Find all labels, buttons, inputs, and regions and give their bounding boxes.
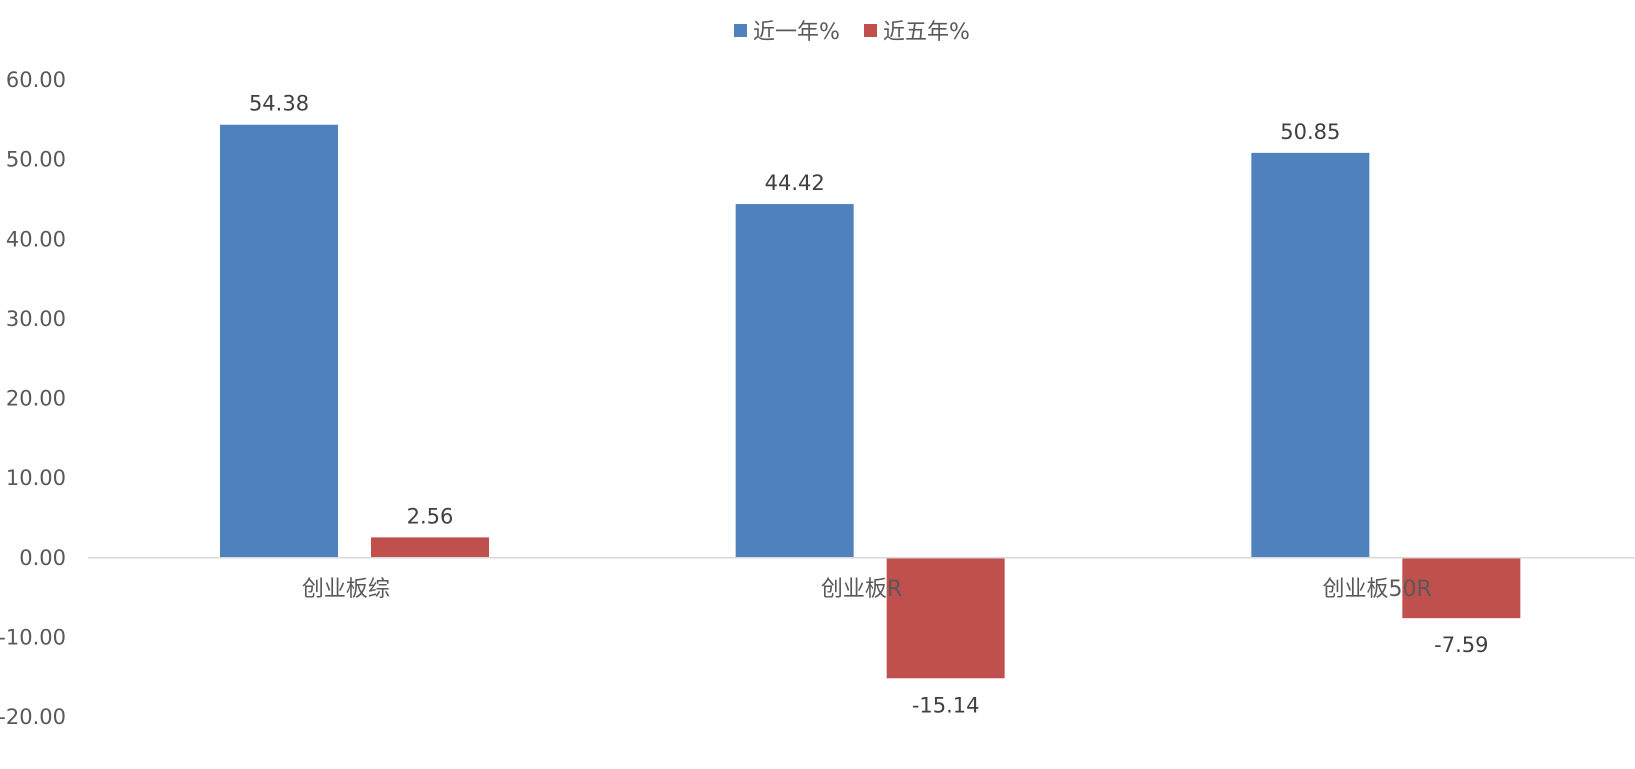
data-label: 54.38 [249, 92, 309, 116]
y-tick-label: 20.00 [6, 387, 66, 411]
data-label: 44.42 [765, 171, 825, 195]
y-tick-label: -20.00 [0, 705, 66, 729]
legend-swatch [864, 24, 877, 37]
data-label: 50.85 [1280, 120, 1340, 144]
legend-swatch [734, 24, 747, 37]
y-tick-label: 50.00 [6, 148, 66, 172]
legend-label: 近五年% [883, 20, 970, 45]
data-label: 2.56 [407, 504, 454, 528]
bar-one-year-0 [220, 124, 338, 558]
bar-five-year-1 [886, 557, 1005, 679]
data-labels: 54.38 2.56 44.42 -15.14 50.85 -7.59 [249, 92, 1489, 718]
y-tick-label: -10.00 [0, 625, 66, 649]
y-axis: 60.00 50.00 40.00 30.00 20.00 10.00 0.00 -10.00… [0, 68, 66, 729]
y-tick-label: 30.00 [6, 307, 66, 331]
bar-one-year-1 [735, 204, 854, 558]
y-tick-label: 10.00 [6, 466, 66, 490]
data-label: -15.14 [912, 693, 980, 717]
legend: 近一年% 近五年% [734, 20, 970, 45]
y-tick-label: 40.00 [6, 227, 66, 251]
legend-label: 近一年% [753, 20, 840, 45]
category-label: 创业板50R [1323, 577, 1432, 602]
bars [220, 124, 1521, 679]
data-label: -7.59 [1434, 633, 1488, 657]
category-label: 创业板R [821, 577, 902, 602]
y-tick-label: 60.00 [6, 68, 66, 92]
category-label: 创业板综 [302, 577, 390, 602]
y-tick-label: 0.00 [19, 546, 66, 570]
bar-five-year-0 [371, 537, 489, 558]
bar-five-year-2 [1402, 557, 1521, 619]
x-axis: 创业板综 创业板R 创业板50R [88, 557, 1635, 602]
bar-one-year-2 [1251, 152, 1370, 558]
